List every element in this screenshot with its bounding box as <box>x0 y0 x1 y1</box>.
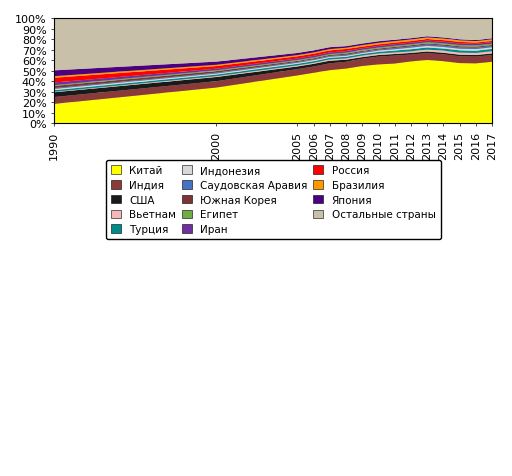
Legend: Китай, Индия, США, Вьетнам, Турция, Индонезия, Саудовская Аравия, Южная Корея, Е: Китай, Индия, США, Вьетнам, Турция, Индо… <box>105 161 441 240</box>
